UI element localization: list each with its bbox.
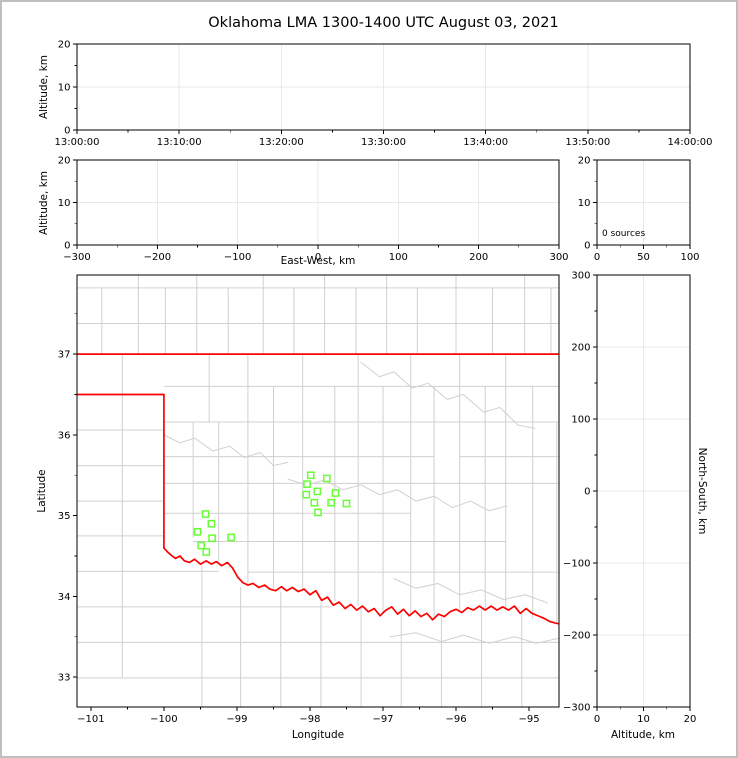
source-count-annotation: 0 sources xyxy=(602,229,646,239)
y-tick-label: −200 xyxy=(563,631,590,642)
x-tick-label: 13:30:00 xyxy=(361,137,406,148)
station-marker xyxy=(193,527,202,536)
station-marker xyxy=(306,471,315,480)
x-tick-label: 0 xyxy=(594,714,600,725)
station-marker xyxy=(197,541,206,550)
x-tick-label: −100 xyxy=(224,252,251,263)
source-histogram-panel-frame xyxy=(596,159,691,246)
y-tick-label: 37 xyxy=(58,350,71,361)
ns-height-panel-frame xyxy=(596,274,691,708)
x-tick-label: 50 xyxy=(637,252,650,263)
y-tick-label: 35 xyxy=(58,511,71,522)
y-tick-label: 20 xyxy=(578,156,591,167)
x-tick-label: −200 xyxy=(144,252,171,263)
x-tick-label: −100 xyxy=(150,714,177,725)
x-tick-label: −95 xyxy=(519,714,540,725)
y-tick-label: 0 xyxy=(64,241,70,252)
x-tick-label: 13:50:00 xyxy=(565,137,610,148)
x-tick-label: −99 xyxy=(226,714,247,725)
map-panel-frame xyxy=(76,274,560,708)
map-content xyxy=(77,275,559,707)
x-tick-label: −101 xyxy=(77,714,104,725)
y-tick-label: 10 xyxy=(58,198,71,209)
x-tick-label: 13:20:00 xyxy=(259,137,304,148)
x-tick-label: −97 xyxy=(372,714,393,725)
time-panel-ylabel: Altitude, km xyxy=(38,55,50,120)
x-tick-label: 13:00:00 xyxy=(55,137,100,148)
y-tick-label: 20 xyxy=(58,156,71,167)
county-river-line xyxy=(163,434,289,467)
station-marker xyxy=(314,508,322,517)
x-tick-label: 0 xyxy=(315,252,321,263)
x-tick-label: 20 xyxy=(684,714,697,725)
station-marker xyxy=(342,499,351,508)
x-tick-label: 200 xyxy=(469,252,488,263)
x-tick-label: 100 xyxy=(680,252,699,263)
station-marker xyxy=(207,519,216,528)
county-river-line xyxy=(360,361,536,429)
station-marker xyxy=(302,490,311,499)
y-tick-label: −100 xyxy=(563,559,590,570)
map-xlabel: Longitude xyxy=(291,729,345,741)
ew-height-panel-frame xyxy=(76,159,560,246)
ns-panel-xlabel: Altitude, km xyxy=(610,729,675,741)
y-tick-label: 10 xyxy=(58,83,71,94)
y-tick-label: 10 xyxy=(578,198,591,209)
x-tick-label: 13:40:00 xyxy=(463,137,508,148)
county-river-line xyxy=(389,632,559,644)
ew-panel-xlabel: East-West, km xyxy=(280,255,356,267)
state-border-line xyxy=(163,547,559,625)
map-layers xyxy=(77,275,559,707)
x-tick-label: −300 xyxy=(63,252,90,263)
x-tick-label: −96 xyxy=(445,714,466,725)
station-marker xyxy=(313,487,322,496)
station-marker xyxy=(327,498,335,507)
station-marker xyxy=(227,533,235,542)
ew-panel-ylabel: Altitude, km xyxy=(38,171,50,236)
x-tick-label: 13:10:00 xyxy=(157,137,202,148)
y-tick-label: 100 xyxy=(571,415,590,426)
x-tick-label: 10 xyxy=(637,714,650,725)
y-tick-label: 0 xyxy=(584,241,590,252)
y-tick-label: 300 xyxy=(571,271,590,282)
station-marker xyxy=(322,474,331,483)
gridlines xyxy=(77,44,690,707)
y-tick-label: 0 xyxy=(64,126,70,137)
station-marker xyxy=(303,480,311,488)
ns-panel-ylabel: North-South, km xyxy=(696,447,708,535)
station-marker xyxy=(201,510,210,518)
y-tick-label: 33 xyxy=(58,673,71,684)
x-tick-label: 0 xyxy=(594,252,600,263)
y-tick-label: 200 xyxy=(571,343,590,354)
figure-title: Oklahoma LMA 1300-1400 UTC August 03, 20… xyxy=(208,15,559,31)
county-river-line xyxy=(393,578,548,604)
station-marker xyxy=(202,548,211,556)
y-tick-label: 0 xyxy=(584,487,590,498)
y-tick-label: 34 xyxy=(58,592,71,603)
y-tick-label: 20 xyxy=(58,40,71,51)
x-tick-label: 300 xyxy=(549,252,568,263)
time-height-panel-frame xyxy=(76,43,691,131)
station-marker xyxy=(310,498,319,507)
station-marker xyxy=(208,534,216,543)
x-tick-label: −98 xyxy=(299,714,320,725)
state-border-line xyxy=(77,393,165,549)
x-tick-label: 14:00:00 xyxy=(668,137,713,148)
axes: 13:00:00 13:10:00 13:20:00 13:30:00 13:40:00… xyxy=(55,40,713,726)
map-ylabel: Latitude xyxy=(36,469,48,513)
station-marker xyxy=(331,489,340,497)
y-tick-label: −300 xyxy=(563,703,590,714)
x-tick-label: 100 xyxy=(389,252,408,263)
y-tick-label: 36 xyxy=(58,430,71,441)
